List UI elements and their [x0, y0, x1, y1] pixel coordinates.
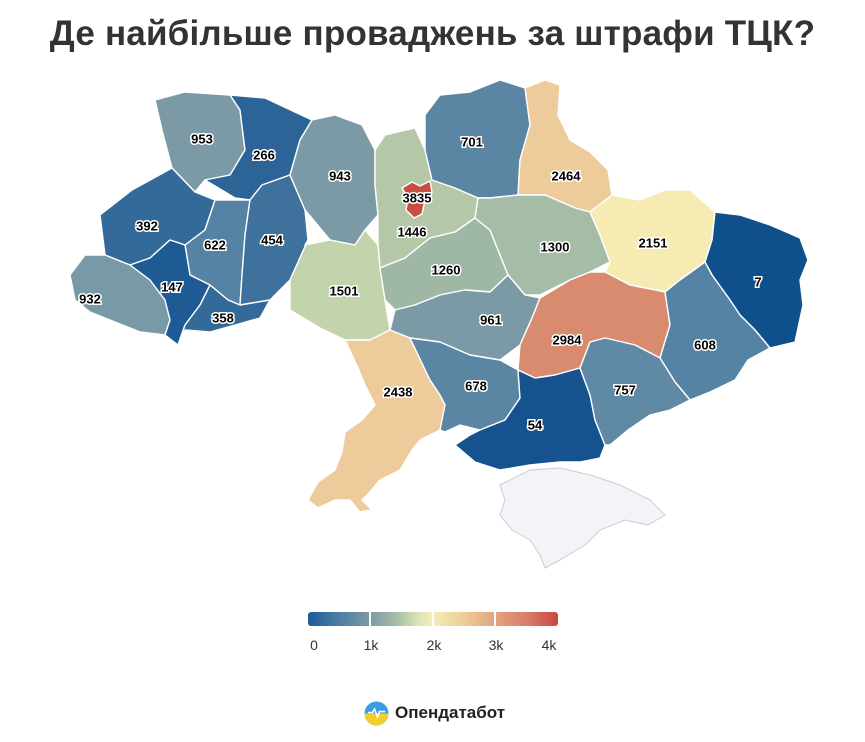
value-label-kyiv-city: 3835: [403, 191, 432, 206]
value-label-ternopil: 622: [204, 238, 226, 253]
brand-name: Опендатабот: [395, 703, 506, 722]
region-sumy[interactable]: [517, 79, 613, 213]
value-label-luhansk: 7: [754, 275, 761, 290]
value-label-kherson: 54: [528, 418, 543, 433]
value-label-lviv: 392: [136, 219, 158, 234]
region-chernivtsi[interactable]: [177, 284, 271, 346]
value-label-ivano-frankivsk: 147: [161, 280, 183, 295]
value-label-dnipropetrovsk: 2984: [553, 333, 583, 348]
value-label-kirovohrad: 961: [480, 313, 502, 328]
value-label-chernivtsi: 358: [212, 311, 234, 326]
value-label-mykolaiv: 678: [465, 379, 487, 394]
color-scale-legend: [308, 612, 558, 628]
value-label-zakarpattia: 932: [79, 292, 101, 307]
value-label-sumy: 2464: [552, 169, 582, 184]
legend-label-2k: 2k: [426, 637, 442, 653]
value-label-donetsk: 608: [694, 338, 716, 353]
value-label-zaporizhzhia: 757: [614, 383, 636, 398]
legend-tick: [369, 612, 371, 626]
opendatabot-logo-icon: [364, 700, 389, 726]
value-label-vinnytsia: 1501: [330, 284, 359, 299]
map-title: Де найбільше проваджень за штрафи ТЦК?: [49, 14, 816, 53]
legend-label-3k: 3k: [488, 637, 504, 653]
legend-label-4k: 4k: [541, 637, 557, 653]
value-label-cherkasy: 1260: [432, 263, 461, 278]
crimea-region: [499, 467, 666, 569]
value-label-khmelnytskyi: 454: [261, 233, 283, 248]
legend-tick: [432, 612, 434, 626]
brand: Опендатабот: [364, 700, 505, 726]
value-label-odesa: 2438: [384, 385, 413, 400]
value-label-kharkiv: 2151: [639, 236, 668, 251]
legend-tick: [494, 612, 496, 626]
region-kyiv-city[interactable]: [401, 180, 433, 219]
value-label-zhytomyr: 943: [329, 169, 351, 184]
value-label-rivne: 266: [253, 148, 275, 163]
legend-label-0: 0: [310, 637, 318, 653]
value-label-chernihiv: 701: [461, 135, 483, 150]
value-label-volyn: 953: [191, 132, 213, 147]
region-zaporizhzhia[interactable]: [579, 337, 691, 446]
value-label-poltava: 1300: [541, 240, 570, 255]
value-label-kyiv-oblast: 1446: [398, 225, 427, 240]
legend-label-1k: 1k: [363, 637, 379, 653]
